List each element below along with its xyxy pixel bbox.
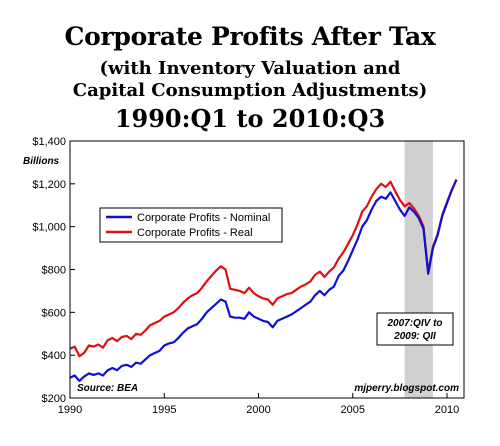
y-axis: $200 $400 $600 $800 $1,000 $1,200 $1,400 (32, 136, 75, 405)
series-line-nominal (69, 179, 458, 382)
legend-label-real: Corporate Profits - Real (137, 227, 253, 239)
y-tick-label: $1,200 (32, 179, 66, 191)
chart-subtitle-line-1: (with Inventory Valuation and (99, 58, 401, 79)
y-tick-label: $600 (42, 307, 66, 319)
x-tick-label: 1990 (58, 404, 82, 416)
chart-period: 1990:Q1 to 2010:Q3 (114, 104, 386, 133)
chart-title: Corporate Profits After Tax (64, 22, 436, 51)
annotation-line-2: 2009: QII (393, 331, 436, 342)
y-tick-label: $200 (42, 393, 66, 405)
source-label: Source: BEA (77, 383, 138, 394)
x-axis: 1990 1995 2000 2005 2010 (58, 393, 459, 416)
annotation-line-1: 2007:QIV to (386, 318, 442, 329)
y-tick-label: $1,400 (32, 136, 66, 148)
x-tick-label: 2010 (435, 404, 459, 416)
legend-box (99, 207, 283, 243)
recession-annotation: 2007:QIV to 2009: QII (376, 312, 454, 346)
annotation-box (376, 312, 454, 346)
series-lines (69, 179, 458, 382)
x-tick-label: 1995 (152, 404, 176, 416)
x-tick-label: 2005 (341, 404, 365, 416)
chart-subtitle-line-2: Capital Consumption Adjustments) (72, 80, 428, 101)
y-tick-label: $1,000 (32, 222, 66, 234)
y-tick-label: $800 (42, 265, 66, 277)
y-axis-units-label: Billions (23, 156, 60, 167)
legend-label-nominal: Corporate Profits - Nominal (137, 212, 270, 224)
y-tick-label: $400 (42, 350, 66, 362)
series-line-real (69, 179, 458, 358)
x-tick-label: 2000 (246, 404, 270, 416)
credit-label: mjperry.blogspot.com (354, 383, 459, 394)
legend: Corporate Profits - Nominal Corporate Pr… (99, 207, 283, 243)
